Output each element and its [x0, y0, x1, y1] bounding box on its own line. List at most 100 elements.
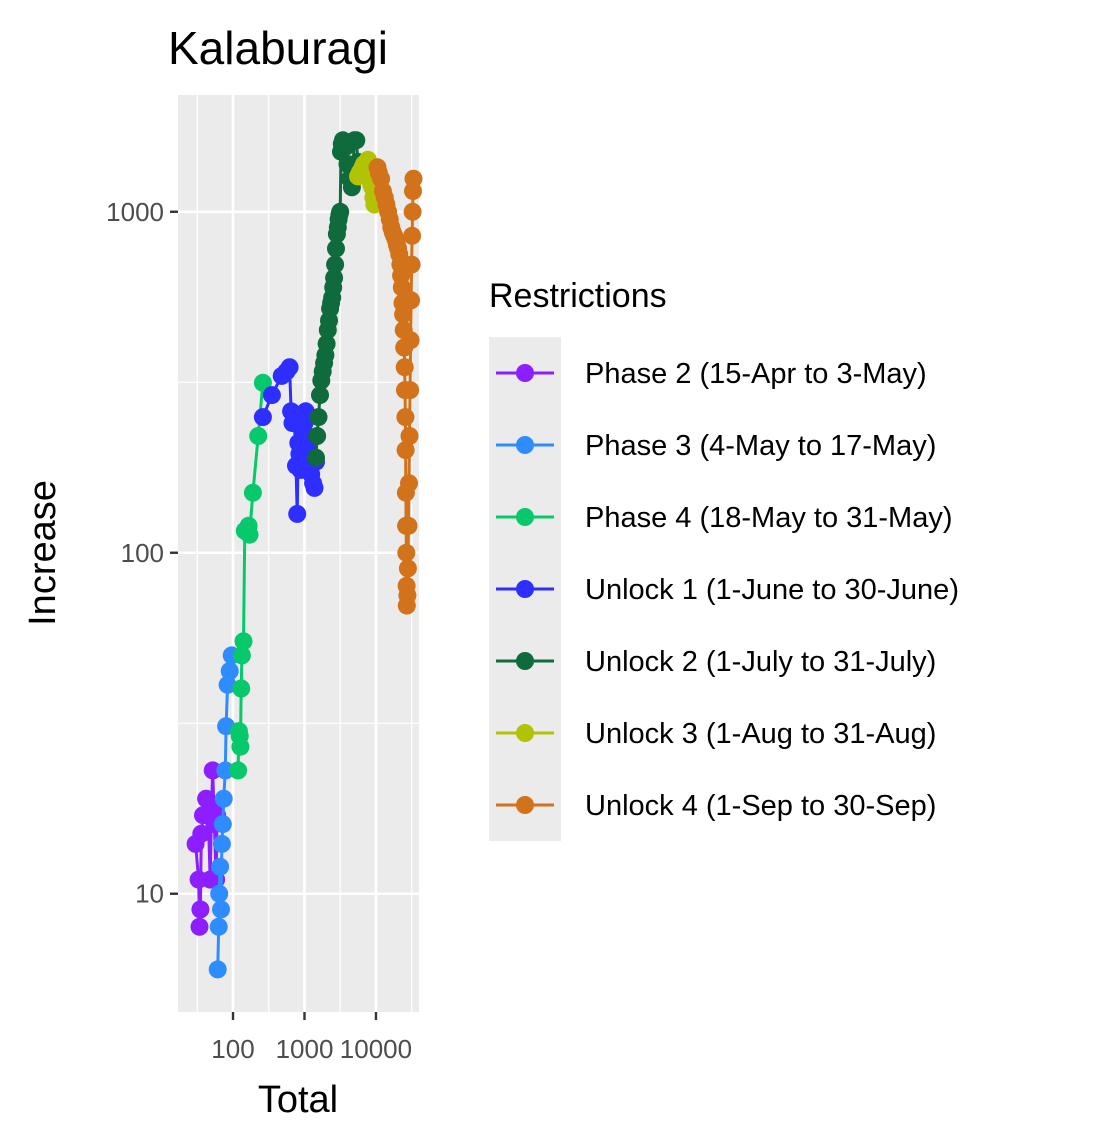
- series-layer: [186, 131, 423, 979]
- y-tick-label: 100: [121, 538, 164, 568]
- chart-title: Kalaburagi: [168, 22, 388, 74]
- data-point: [394, 305, 413, 324]
- legend-item: Unlock 4 (1-Sep to 30-Sep): [496, 790, 936, 822]
- data-point: [234, 632, 253, 651]
- legend-item: Phase 2 (15-Apr to 3-May): [496, 358, 927, 390]
- data-point: [213, 815, 232, 834]
- legend-key-point: [516, 724, 534, 742]
- legend-key-point: [516, 508, 534, 526]
- data-point: [262, 386, 281, 405]
- data-point: [311, 386, 329, 405]
- data-point: [308, 427, 327, 445]
- y-tick-label: 1000: [106, 197, 164, 227]
- data-point: [309, 408, 328, 427]
- data-point: [220, 662, 239, 680]
- data-point: [397, 543, 416, 562]
- legend-label: Phase 2 (15-Apr to 3-May): [585, 358, 927, 390]
- data-point: [398, 559, 417, 578]
- data-point: [253, 373, 272, 392]
- legend-item: Unlock 1 (1-June to 30-June): [496, 574, 959, 606]
- data-point: [395, 358, 414, 377]
- data-point: [317, 334, 336, 353]
- data-point: [229, 761, 248, 780]
- data-point: [208, 960, 227, 979]
- x-tick-label: 10000: [340, 1034, 412, 1064]
- legend: Restrictions Phase 2 (15-Apr to 3-May)Ph…: [489, 277, 959, 841]
- legend-key-point: [516, 364, 534, 382]
- data-point: [347, 131, 366, 150]
- series-7: [368, 158, 423, 615]
- data-point: [404, 169, 423, 188]
- legend-item: Phase 3 (4-May to 17-May): [496, 430, 936, 462]
- legend-key-point: [516, 652, 534, 670]
- data-point: [280, 358, 299, 377]
- data-point: [232, 679, 251, 698]
- legend-item: Unlock 3 (1-Aug to 31-Aug): [496, 718, 936, 750]
- data-point: [396, 441, 415, 460]
- x-axis: 100 1000 10000: [211, 1012, 412, 1064]
- data-point: [211, 857, 230, 876]
- y-axis: 10 100 1000: [106, 197, 178, 909]
- data-point: [307, 448, 325, 467]
- data-point: [402, 255, 421, 274]
- legend-item: Phase 4 (18-May to 31-May): [496, 502, 952, 534]
- data-point: [401, 381, 420, 400]
- legend-key-point: [516, 580, 534, 598]
- data-point: [392, 278, 411, 297]
- data-point: [396, 408, 415, 427]
- data-point: [212, 834, 231, 853]
- data-point: [214, 789, 233, 808]
- data-point: [398, 586, 417, 605]
- x-tick-label: 100: [211, 1034, 254, 1064]
- legend-label: Unlock 4 (1-Sep to 30-Sep): [585, 790, 936, 822]
- data-point: [232, 646, 251, 665]
- legend-label: Phase 4 (18-May to 31-May): [585, 502, 952, 534]
- data-point: [231, 737, 250, 756]
- legend-key-point: [516, 436, 534, 454]
- legend-item: Unlock 2 (1-July to 31-July): [496, 646, 936, 678]
- data-point: [253, 408, 272, 427]
- data-point: [400, 427, 419, 445]
- data-point: [190, 917, 209, 936]
- data-point: [209, 917, 228, 936]
- data-point: [400, 474, 418, 493]
- data-point: [218, 675, 237, 694]
- data-point: [191, 900, 210, 919]
- y-axis-title: Increase: [22, 480, 64, 626]
- legend-key-point: [516, 796, 534, 814]
- data-point: [243, 483, 262, 502]
- data-point: [249, 427, 268, 445]
- major-gridlines: [178, 95, 419, 1012]
- data-point: [288, 504, 307, 523]
- series-5: [307, 131, 367, 467]
- data-point: [401, 331, 420, 350]
- data-point: [403, 202, 422, 221]
- data-point: [305, 478, 324, 497]
- data-point: [240, 525, 259, 544]
- series-1: [186, 761, 227, 936]
- legend-title: Restrictions: [489, 277, 667, 315]
- legend-label: Unlock 2 (1-July to 31-July): [585, 646, 936, 678]
- data-point: [403, 226, 422, 245]
- data-point: [402, 291, 421, 310]
- legend-label: Unlock 1 (1-June to 30-June): [585, 574, 959, 606]
- legend-items: Phase 2 (15-Apr to 3-May) Phase 3 (4-May …: [496, 358, 959, 822]
- series-2: [208, 646, 241, 979]
- data-point: [399, 516, 418, 535]
- data-point: [325, 268, 344, 287]
- data-point: [331, 202, 350, 221]
- data-point: [216, 761, 235, 780]
- legend-label: Phase 3 (4-May to 17-May): [585, 430, 936, 462]
- data-point: [327, 239, 345, 258]
- y-tick-label: 10: [135, 879, 164, 909]
- legend-label: Unlock 3 (1-Aug to 31-Aug): [585, 718, 936, 750]
- x-tick-label: 1000: [276, 1034, 334, 1064]
- data-point: [210, 884, 229, 903]
- data-point: [192, 824, 211, 843]
- data-point: [212, 900, 230, 919]
- data-point: [326, 255, 345, 274]
- data-point: [203, 761, 222, 780]
- series-3: [229, 373, 272, 780]
- x-axis-title: Total: [258, 1079, 338, 1121]
